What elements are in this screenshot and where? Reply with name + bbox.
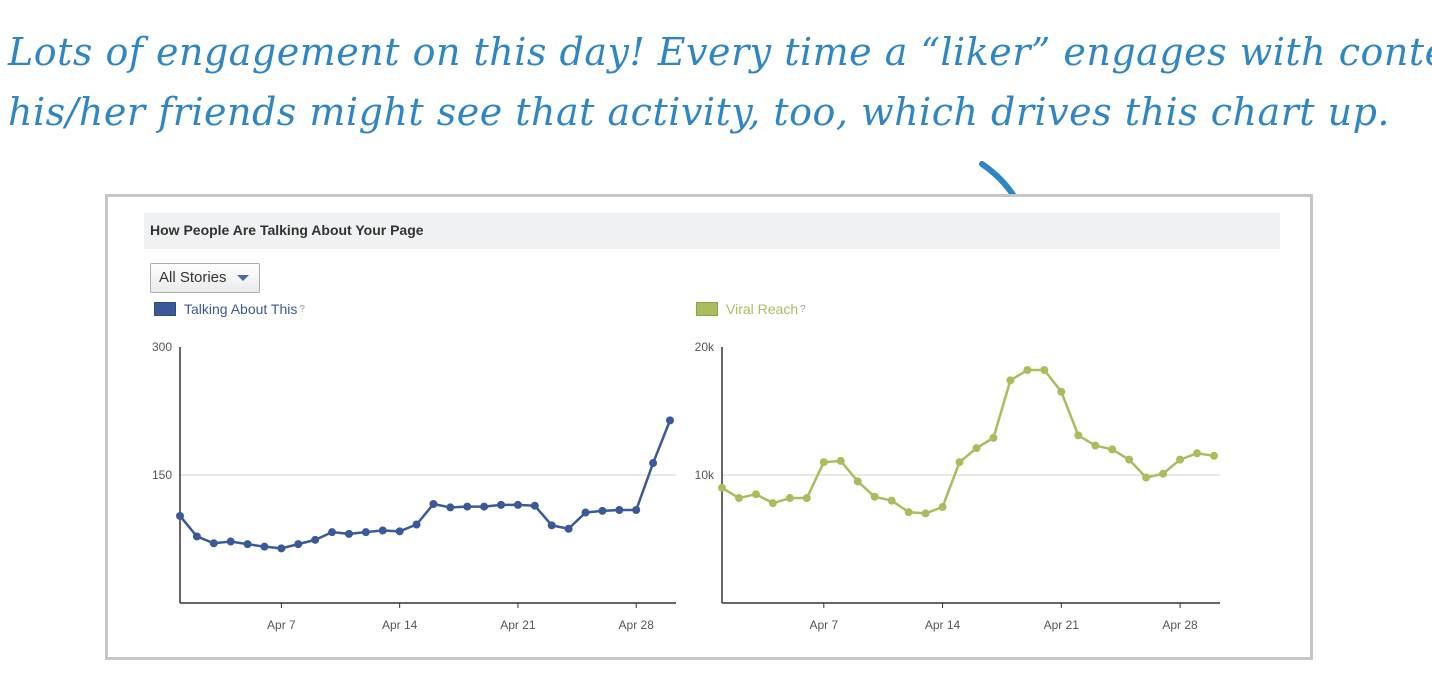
x-tick-label: Apr 7 [267, 618, 296, 632]
data-point [938, 503, 947, 511]
data-point [921, 509, 930, 518]
data-point [581, 508, 590, 517]
data-point [378, 526, 387, 535]
legend-label-talking: Talking About This [184, 301, 298, 317]
data-point [734, 494, 743, 503]
talking-about-this-chart: 300 150 Apr 7 Apr 14 Apr 21 Apr 28 [152, 340, 676, 632]
data-point [344, 529, 353, 538]
data-point [530, 501, 539, 510]
data-point [480, 502, 489, 511]
data-point [751, 490, 760, 499]
data-point [1142, 473, 1151, 482]
insights-panel: How People Are Talking About Your Page A… [105, 194, 1313, 660]
x-tick-label: Apr 28 [1162, 618, 1198, 632]
data-point [649, 459, 658, 468]
stories-dropdown[interactable]: All Stories [150, 263, 260, 293]
data-point [1057, 387, 1066, 396]
data-point [176, 511, 184, 520]
y-tick-label: 150 [152, 468, 172, 482]
annotation-line-2: his/her friends might see that activity,… [8, 90, 1390, 134]
y-tick-label: 10k [695, 468, 715, 482]
data-point [1108, 445, 1117, 454]
data-point [547, 521, 556, 530]
data-point [361, 528, 370, 537]
data-point [598, 506, 607, 515]
legend-talking-about-this[interactable]: Talking About This ? [154, 301, 305, 317]
data-point [632, 505, 641, 514]
annotation-line-1: Lots of engagement on this day! Every ti… [8, 30, 1432, 74]
data-point [446, 503, 455, 512]
data-point [463, 502, 472, 511]
data-point [226, 537, 235, 546]
legend-swatch-viral [696, 302, 718, 316]
x-tick-label: Apr 7 [809, 618, 838, 632]
data-point [972, 444, 981, 453]
data-point [802, 494, 811, 503]
data-point [277, 544, 286, 553]
data-point [497, 500, 506, 509]
data-point [192, 532, 201, 541]
data-point [1176, 455, 1185, 464]
x-tick-label: Apr 14 [925, 618, 961, 632]
data-point [836, 456, 845, 465]
data-point [1193, 449, 1202, 458]
help-icon[interactable]: ? [299, 303, 305, 315]
y-tick-label: 20k [695, 340, 715, 354]
x-tick-label: Apr 14 [382, 618, 418, 632]
stories-dropdown-label: All Stories [159, 269, 227, 286]
chevron-down-icon [236, 275, 249, 281]
x-tick-label: Apr 28 [619, 618, 655, 632]
legend-swatch-talking [154, 302, 176, 316]
data-point [260, 542, 269, 551]
data-point [1023, 366, 1032, 375]
data-point [564, 524, 573, 533]
data-point [1006, 376, 1015, 385]
data-point [1159, 469, 1168, 478]
annotation-note: Lots of engagement on this day! Every ti… [8, 22, 1432, 142]
data-point [989, 433, 998, 442]
data-point [1125, 455, 1134, 464]
data-point [904, 508, 913, 517]
panel-header: How People Are Talking About Your Page [144, 213, 1280, 249]
panel-title: How People Are Talking About Your Page [150, 222, 424, 238]
data-point [718, 483, 726, 492]
viral-reach-chart: 20k 10k Apr 7 Apr 14 Apr 21 Apr 28 [695, 340, 1220, 632]
data-point [328, 528, 337, 537]
series-line [721, 368, 1215, 515]
data-point [853, 477, 862, 486]
legend-label-viral: Viral Reach [726, 301, 799, 317]
data-point [768, 499, 777, 508]
data-point [666, 416, 674, 425]
data-point [209, 539, 218, 548]
help-icon[interactable]: ? [800, 303, 806, 315]
data-point [412, 520, 421, 529]
data-point [395, 527, 404, 536]
data-point [1074, 431, 1083, 440]
x-tick-label: Apr 21 [500, 618, 536, 632]
data-point [887, 496, 896, 505]
data-point [615, 505, 624, 514]
x-tick-label: Apr 21 [1044, 618, 1080, 632]
data-point [955, 458, 964, 467]
data-point [785, 494, 794, 503]
data-point [1091, 441, 1100, 450]
data-point [513, 500, 522, 509]
data-point [1210, 451, 1218, 460]
data-point [294, 540, 303, 549]
data-point [870, 492, 879, 501]
data-point [311, 535, 320, 544]
y-tick-label: 300 [152, 340, 172, 354]
legend-viral-reach[interactable]: Viral Reach ? [696, 301, 806, 317]
data-point [243, 540, 252, 549]
data-point [1040, 366, 1049, 375]
data-point [819, 458, 828, 467]
data-point [429, 500, 438, 509]
